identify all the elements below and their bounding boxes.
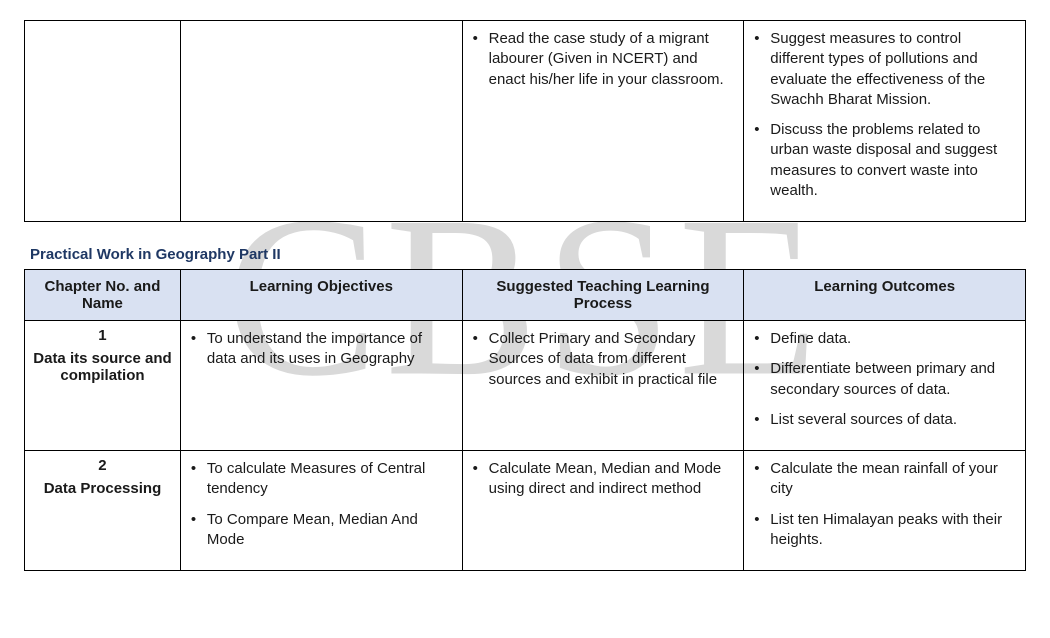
chapter-cell — [25, 21, 181, 222]
header-process: Suggested Teaching Learning Process — [462, 270, 744, 321]
list-item: Read the case study of a migrant laboure… — [471, 29, 736, 90]
list-item: To calculate Measures of Central tendenc… — [189, 459, 454, 500]
objectives-list: To understand the importance of data and… — [189, 329, 454, 370]
chapter-number: 1 — [33, 327, 172, 344]
list-item: Calculate Mean, Median and Mode using di… — [471, 459, 736, 500]
process-list: Calculate Mean, Median and Mode using di… — [471, 459, 736, 500]
chapter-number: 2 — [33, 457, 172, 474]
list-item: Suggest measures to control different ty… — [752, 29, 1017, 110]
table-row: 2 Data Processing To calculate Measures … — [25, 451, 1026, 571]
outcomes-list: Suggest measures to control different ty… — [752, 29, 1017, 201]
table-row: 1 Data its source and compilation To und… — [25, 321, 1026, 451]
chapter-name: Data Processing — [33, 480, 172, 497]
continuation-table: Read the case study of a migrant laboure… — [24, 20, 1026, 222]
process-list: Read the case study of a migrant laboure… — [471, 29, 736, 90]
list-item: Collect Primary and Secondary Sources of… — [471, 329, 736, 390]
outcomes-list: Define data. Differentiate between prima… — [752, 329, 1017, 430]
list-item: List ten Himalayan peaks with their heig… — [752, 510, 1017, 551]
header-chapter: Chapter No. and Name — [25, 270, 181, 321]
objectives-cell: To calculate Measures of Central tendenc… — [180, 451, 462, 571]
outcomes-cell: Calculate the mean rainfall of your city… — [744, 451, 1026, 571]
list-item: To Compare Mean, Median And Mode — [189, 510, 454, 551]
process-cell: Collect Primary and Secondary Sources of… — [462, 321, 744, 451]
section-title: Practical Work in Geography Part II — [30, 246, 1026, 263]
header-row: Chapter No. and Name Learning Objectives… — [25, 270, 1026, 321]
outcomes-cell: Suggest measures to control different ty… — [744, 21, 1026, 222]
curriculum-table: Chapter No. and Name Learning Objectives… — [24, 269, 1026, 571]
chapter-name: Data its source and compilation — [33, 350, 172, 384]
list-item: Discuss the problems related to urban wa… — [752, 120, 1017, 201]
header-objectives: Learning Objectives — [180, 270, 462, 321]
list-item: Differentiate between primary and second… — [752, 359, 1017, 400]
outcomes-list: Calculate the mean rainfall of your city… — [752, 459, 1017, 550]
outcomes-cell: Define data. Differentiate between prima… — [744, 321, 1026, 451]
list-item: List several sources of data. — [752, 410, 1017, 430]
chapter-cell: 2 Data Processing — [25, 451, 181, 571]
process-list: Collect Primary and Secondary Sources of… — [471, 329, 736, 390]
process-cell: Calculate Mean, Median and Mode using di… — [462, 451, 744, 571]
header-outcomes: Learning Outcomes — [744, 270, 1026, 321]
objectives-list: To calculate Measures of Central tendenc… — [189, 459, 454, 550]
objectives-cell: To understand the importance of data and… — [180, 321, 462, 451]
chapter-cell: 1 Data its source and compilation — [25, 321, 181, 451]
list-item: Calculate the mean rainfall of your city — [752, 459, 1017, 500]
list-item: Define data. — [752, 329, 1017, 349]
objectives-cell — [180, 21, 462, 222]
list-item: To understand the importance of data and… — [189, 329, 454, 370]
process-cell: Read the case study of a migrant laboure… — [462, 21, 744, 222]
table-row: Read the case study of a migrant laboure… — [25, 21, 1026, 222]
